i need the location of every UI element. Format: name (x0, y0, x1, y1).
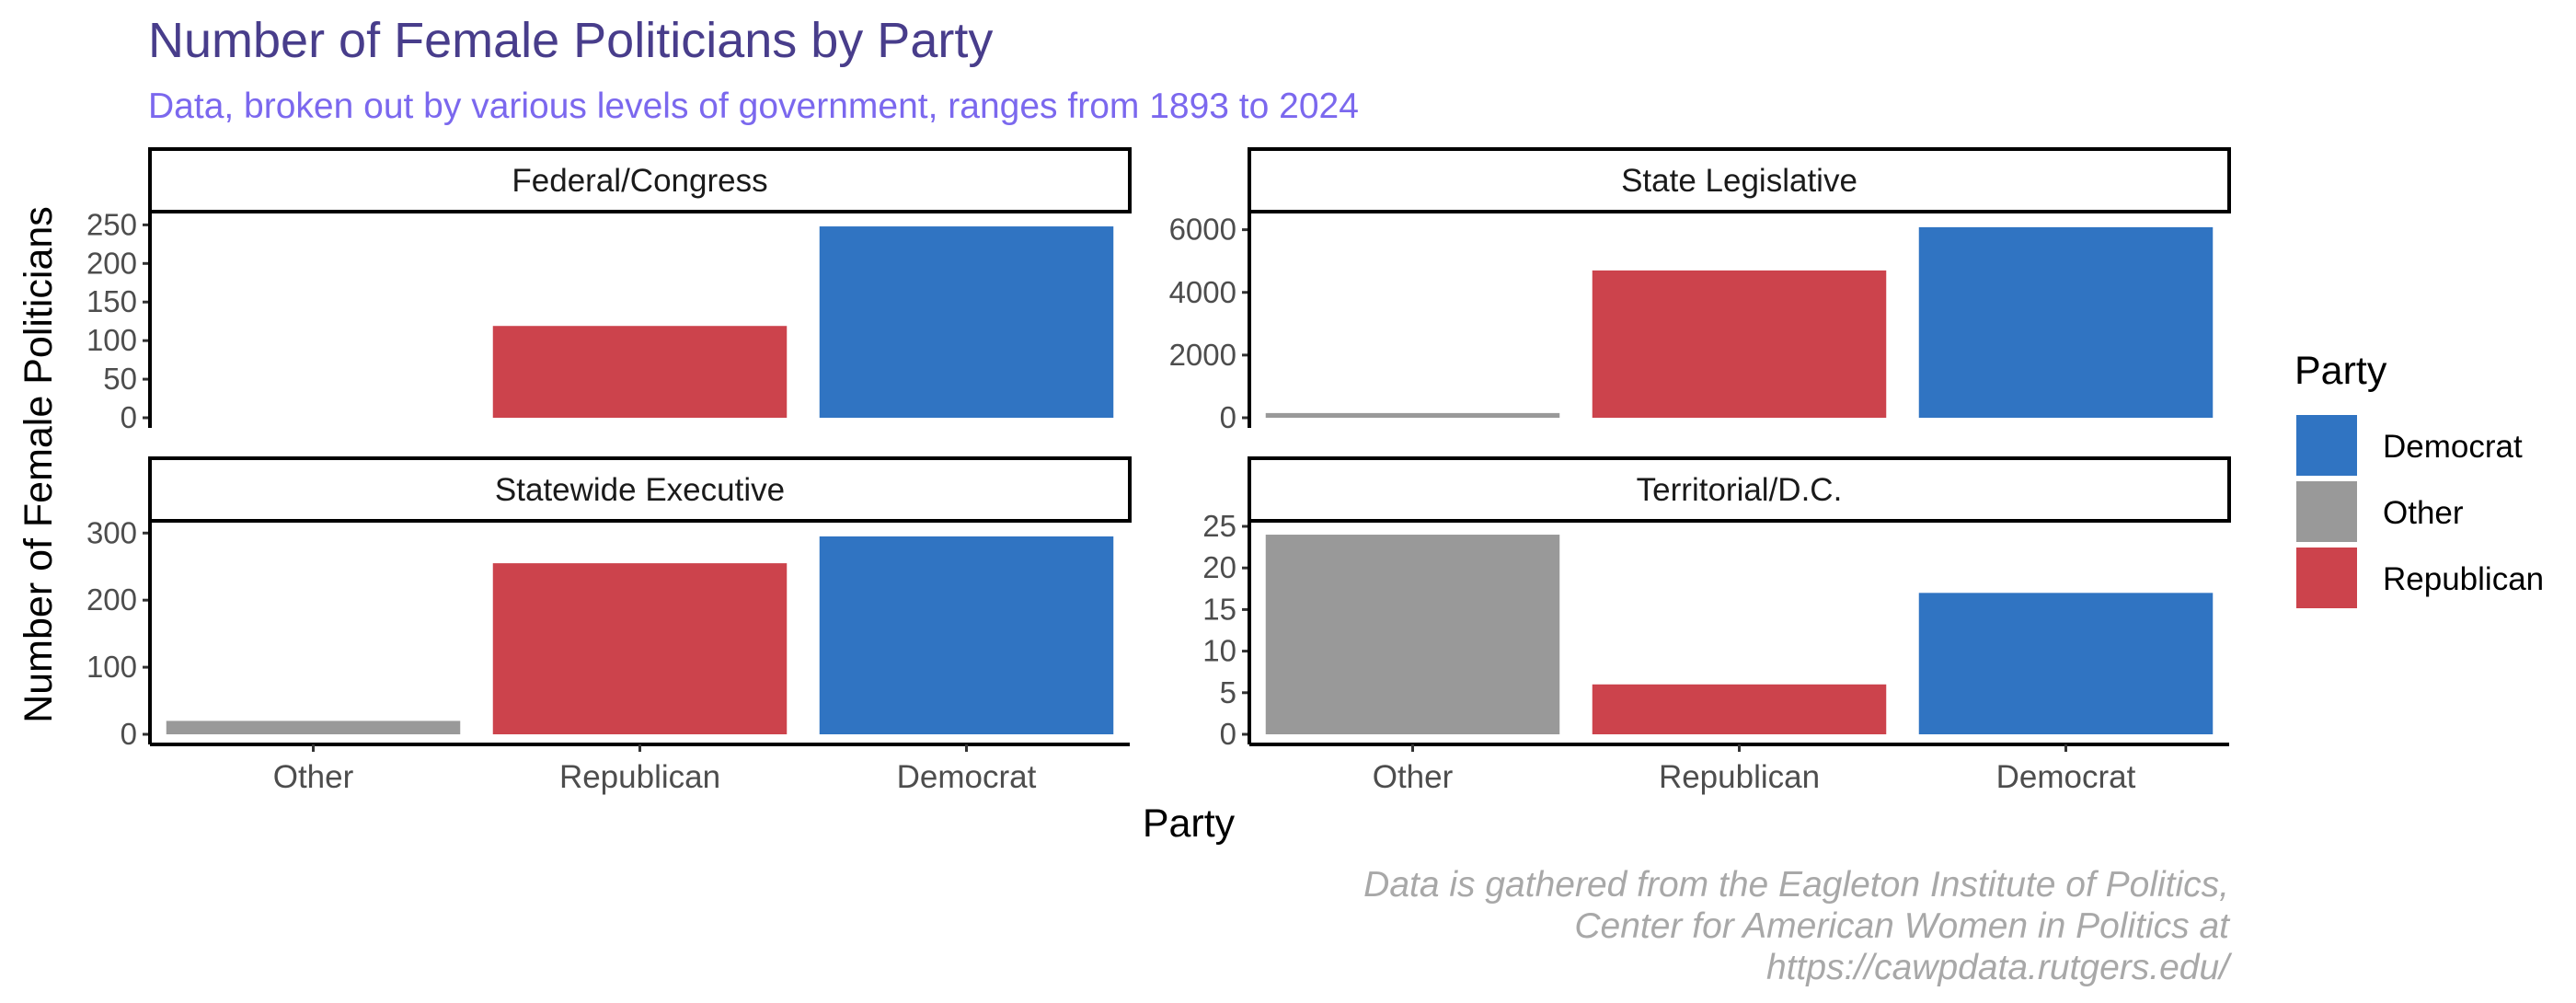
bar-territorial-d-c-other (1265, 535, 1560, 734)
bar-statewide-executive-other (166, 721, 461, 734)
y-tick-label-federal-congress-50: 50 (103, 362, 137, 396)
legend-key-other (2296, 481, 2357, 542)
x-axis-title: Party (1143, 801, 1236, 846)
legend-key-republican (2296, 548, 2357, 608)
bar-statewide-executive-democrat (819, 536, 1114, 734)
y-tick-label-federal-congress-250: 250 (86, 207, 137, 241)
bar-state-legislative-other (1265, 412, 1560, 418)
panel-federal-congress: Federal/Congress 0 50 100 150 200 250 (86, 147, 1132, 434)
x-tick-label-statewide-executive-democrat: Democrat (897, 759, 1037, 795)
panel-territorial-d-c: Territorial/D.C. 0 5 10 15 20 25 Other Republica… (1202, 456, 2231, 795)
y-tick-label-statewide-executive-0: 0 (121, 717, 137, 751)
legend-key-democrat (2296, 415, 2357, 476)
y-tick-label-territorial-d-c-25: 25 (1202, 509, 1236, 543)
legend-title: Party (2294, 349, 2387, 393)
bar-territorial-d-c-republican (1592, 684, 1887, 734)
legend-label-republican: Republican (2383, 561, 2544, 597)
y-tick-label-federal-congress-150: 150 (86, 284, 137, 318)
legend-label-democrat: Democrat (2383, 429, 2523, 465)
strip-statewide-executive (148, 456, 1132, 523)
caption-line-1: Data is gathered from the Eagleton Insti… (1363, 865, 2229, 905)
y-tick-label-territorial-d-c-15: 15 (1202, 592, 1236, 626)
x-tick-label-statewide-executive-other: Other (273, 759, 354, 795)
bar-territorial-d-c-democrat (1918, 593, 2214, 734)
bar-state-legislative-democrat (1918, 226, 2214, 418)
strip-label-state-legislative: State Legislative (1621, 163, 1857, 199)
bar-federal-congress-democrat (819, 226, 1114, 418)
y-tick-label-territorial-d-c-20: 20 (1202, 550, 1236, 584)
y-tick-label-federal-congress-0: 0 (121, 400, 137, 434)
y-tick-label-territorial-d-c-0: 0 (1220, 717, 1236, 751)
x-tick-label-territorial-d-c-other: Other (1373, 759, 1454, 795)
panel-statewide-executive: Statewide Executive 0 100 200 300 Other Republ… (86, 456, 1132, 795)
bar-state-legislative-republican (1592, 270, 1887, 418)
y-tick-label-statewide-executive-300: 300 (86, 515, 137, 549)
legend: Party Democrat Other Republican (2294, 349, 2544, 608)
y-tick-label-state-legislative-4000: 4000 (1169, 275, 1236, 309)
caption-line-3: https://cawpdata.rutgers.edu/ (1766, 948, 2233, 987)
panel-state-legislative: State Legislative 0 2000 4000 6000 (1169, 147, 2231, 434)
bar-federal-congress-republican (492, 326, 788, 418)
bar-statewide-executive-republican (492, 563, 788, 734)
strip-label-statewide-executive: Statewide Executive (495, 472, 785, 508)
strip-label-federal-congress: Federal/Congress (512, 163, 767, 199)
x-tick-label-statewide-executive-republican: Republican (559, 759, 720, 795)
y-tick-label-statewide-executive-100: 100 (86, 650, 137, 684)
y-tick-label-state-legislative-6000: 6000 (1169, 213, 1236, 247)
caption: Data is gathered from the Eagleton Insti… (1363, 865, 2233, 987)
strip-federal-congress (148, 147, 1132, 213)
chart-title: Number of Female Politicians by Party (148, 13, 993, 68)
y-axis-title: Number of Female Politicians (17, 206, 61, 723)
strip-territorial-d-c (1248, 456, 2231, 523)
caption-line-2: Center for American Women in Politics at (1574, 906, 2231, 946)
y-tick-label-state-legislative-2000: 2000 (1169, 338, 1236, 372)
legend-label-other: Other (2383, 495, 2464, 531)
x-tick-label-territorial-d-c-democrat: Democrat (1996, 759, 2136, 795)
strip-label-territorial-d-c: Territorial/D.C. (1637, 472, 1843, 508)
y-tick-label-territorial-d-c-5: 5 (1220, 675, 1236, 709)
y-tick-label-territorial-d-c-10: 10 (1202, 634, 1236, 668)
y-tick-label-statewide-executive-200: 200 (86, 582, 137, 617)
y-tick-label-state-legislative-0: 0 (1220, 400, 1236, 434)
x-tick-label-territorial-d-c-republican: Republican (1659, 759, 1820, 795)
y-tick-label-federal-congress-100: 100 (86, 323, 137, 357)
chart-subtitle: Data, broken out by various levels of go… (148, 86, 1359, 126)
y-tick-label-federal-congress-200: 200 (86, 246, 137, 280)
strip-state-legislative (1248, 147, 2231, 213)
